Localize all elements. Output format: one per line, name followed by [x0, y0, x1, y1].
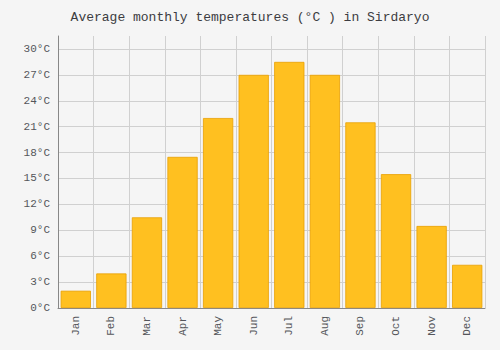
svg-text:Aug: Aug	[319, 316, 331, 336]
svg-text:6°C: 6°C	[30, 250, 50, 262]
svg-text:Oct: Oct	[390, 316, 402, 336]
svg-text:15°C: 15°C	[24, 172, 51, 184]
svg-text:Jul: Jul	[283, 316, 295, 336]
svg-text:27°C: 27°C	[24, 69, 51, 81]
svg-text:May: May	[212, 316, 224, 336]
svg-text:0°C: 0°C	[30, 302, 50, 314]
svg-text:9°C: 9°C	[30, 224, 50, 236]
svg-text:Sep: Sep	[354, 316, 366, 336]
svg-text:Mar: Mar	[141, 316, 153, 336]
svg-text:Jun: Jun	[248, 316, 260, 336]
svg-text:Nov: Nov	[426, 316, 438, 336]
svg-text:24°C: 24°C	[24, 95, 51, 107]
svg-text:Apr: Apr	[177, 316, 189, 336]
svg-text:12°C: 12°C	[24, 198, 51, 210]
svg-text:Jan: Jan	[70, 316, 82, 336]
svg-text:3°C: 3°C	[30, 276, 50, 288]
svg-text:18°C: 18°C	[24, 147, 51, 159]
svg-text:Feb: Feb	[105, 316, 117, 336]
svg-text:Average monthly temperatures (: Average monthly temperatures (°C ) in Si…	[71, 10, 430, 25]
svg-text:30°C: 30°C	[24, 43, 51, 55]
svg-text:21°C: 21°C	[24, 121, 51, 133]
svg-text:Dec: Dec	[461, 316, 473, 336]
